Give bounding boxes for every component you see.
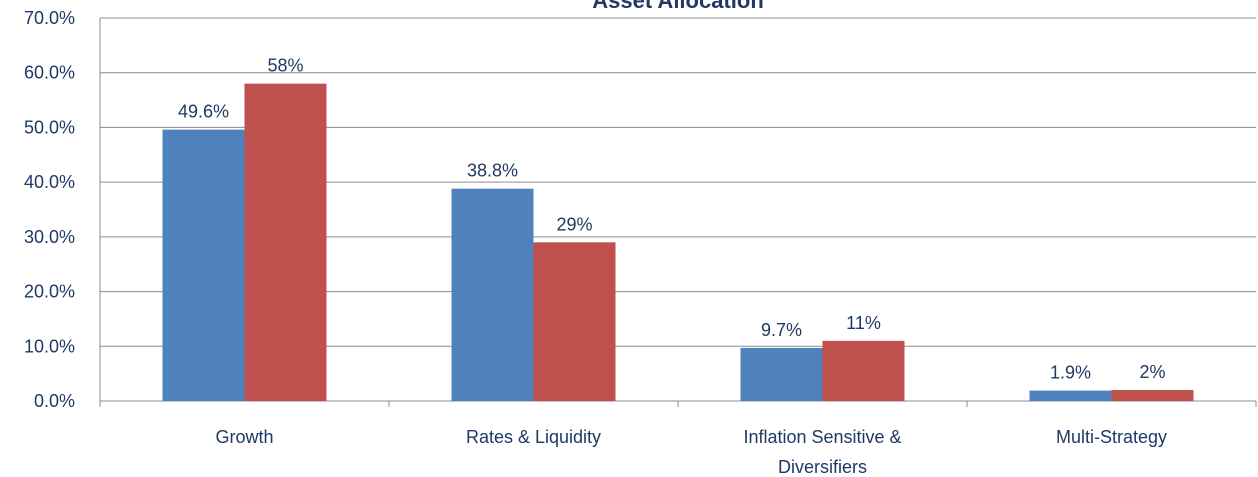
bar bbox=[822, 340, 905, 401]
y-tick-label: 30.0% bbox=[24, 227, 75, 247]
data-label: 58% bbox=[267, 56, 303, 76]
chart-title: Asset Allocation bbox=[592, 0, 764, 13]
y-tick-label: 20.0% bbox=[24, 282, 75, 302]
x-tick-label-box: Rates & Liquidity bbox=[465, 427, 602, 447]
x-tick-label: Rates & Liquidity bbox=[465, 427, 602, 447]
bar bbox=[740, 347, 823, 401]
data-label: 1.9% bbox=[1050, 363, 1091, 383]
y-tick-label: 60.0% bbox=[24, 63, 75, 83]
bar bbox=[244, 83, 327, 402]
x-tick-label: Inflation Sensitive & Diversifiers bbox=[743, 427, 902, 477]
y-tick-label: 40.0% bbox=[24, 172, 75, 192]
x-tick-label: Growth bbox=[215, 427, 274, 447]
x-tick-label: Multi-Strategy bbox=[1055, 427, 1168, 447]
bar bbox=[1029, 390, 1112, 401]
y-tick-label: 0.0% bbox=[34, 391, 75, 411]
bar bbox=[162, 129, 245, 402]
x-tick-label-box: Growth bbox=[215, 427, 274, 447]
data-label: 11% bbox=[846, 313, 881, 333]
y-tick-label: 50.0% bbox=[24, 117, 75, 137]
x-tick-label-box: Inflation Sensitive & Diversifiers bbox=[743, 427, 902, 477]
y-tick-label: 10.0% bbox=[24, 336, 75, 356]
bar bbox=[1111, 390, 1194, 401]
data-label: 2% bbox=[1139, 362, 1165, 382]
data-label: 49.6% bbox=[178, 102, 229, 122]
data-label: 38.8% bbox=[467, 161, 518, 181]
bar bbox=[533, 242, 616, 401]
bar bbox=[451, 188, 534, 401]
y-tick-label: 70.0% bbox=[24, 8, 75, 28]
x-tick-label-box: Multi-Strategy bbox=[1055, 427, 1168, 447]
data-label: 9.7% bbox=[761, 320, 802, 340]
data-label: 29% bbox=[556, 214, 592, 234]
